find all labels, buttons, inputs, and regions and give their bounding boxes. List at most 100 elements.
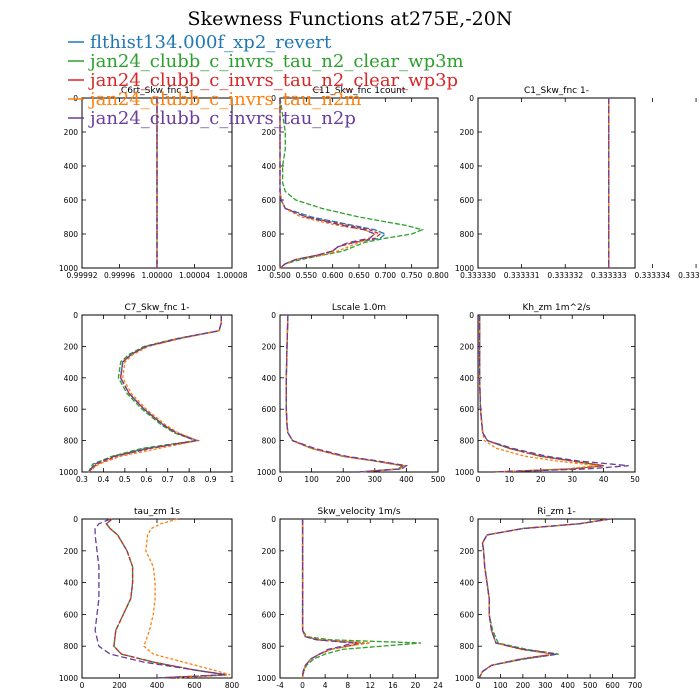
series-line-4 [285,314,407,473]
x-tick-label: 0.500 [269,271,291,280]
y-tick-label: 600 [64,405,79,414]
y-tick-label: 200 [460,342,475,351]
y-tick-label: 800 [64,437,79,446]
y-tick-label: 0 [73,515,78,524]
panel-title: Ri_zm 1- [537,507,576,517]
x-tick-label: 0.750 [401,271,423,280]
y-tick-label: 600 [460,405,475,414]
x-tick-label: 10 [505,475,515,484]
y-tick-label: 1000 [59,674,78,683]
y-tick-label: 200 [64,128,79,137]
y-tick-label: 400 [460,579,475,588]
plot-frame [279,518,439,679]
x-tick-label: 1.00008 [216,271,247,280]
panel-title: Skw_velocity 1m/s [317,507,400,517]
x-tick-label: 0.333333 [591,271,627,280]
panel-title: C1_Skw_fnc 1- [524,86,589,96]
series-line-4 [478,518,611,679]
x-tick-label: 200 [516,681,531,690]
series-line-4 [301,519,371,679]
series-line-3 [105,518,227,679]
x-tick-label: 0 [300,681,305,690]
y-tick-label: 0 [469,515,474,524]
y-tick-label: 400 [64,374,79,383]
x-tick-label: 0.600 [322,271,344,280]
panel-title: tau_zm 1s [134,507,180,517]
y-tick-label: 1000 [59,468,78,477]
plot-frame [279,314,439,473]
x-tick-label: 12 [366,681,376,690]
x-tick-label: 600 [187,681,202,690]
y-tick-label: 200 [262,128,277,137]
y-tick-label: 0 [73,311,78,320]
x-tick-label: 0.650 [348,271,370,280]
y-tick-label: 400 [64,579,79,588]
y-tick-label: 800 [460,437,475,446]
panel-title: Lscale 1.0m [332,303,386,313]
panel-8: Skw_velocity 1m/s 0 200 400 600 800 1000-4 0 4 8 1… [257,507,443,690]
x-tick-label: 0.8 [183,475,195,484]
y-tick-label: 400 [262,374,277,383]
series-line-4 [88,315,222,473]
x-tick-label: 0 [278,475,283,484]
x-tick-label: 20 [536,475,546,484]
y-tick-label: 0 [271,515,276,524]
legend-label: jan24_clubb_c_invrs_tau_n2_clear_wp3m [88,51,464,72]
y-tick-label: 1000 [257,264,276,273]
series-line-1 [87,315,222,473]
panel-title: C6rt_Skw_fnc 1- [121,86,193,96]
x-tick-label: 0.6 [140,475,152,484]
x-tick-label: 16 [388,681,398,690]
x-tick-label: 0 [80,681,85,690]
x-tick-label: 0.99996 [104,271,135,280]
x-tick-label: 0.99992 [66,271,97,280]
legend-item-5: jan24_clubb_c_invrs_tau_n2p [68,108,356,129]
x-tick-label: 8 [345,681,350,690]
x-tick-label: 0.7 [162,475,174,484]
x-tick-label: 0.5 [119,475,131,484]
x-tick-label: 40 [599,475,609,484]
y-tick-label: 600 [262,405,277,414]
x-tick-label: 0.333334 [635,271,671,280]
series-line-5 [87,315,222,473]
legend-label: jan24_clubb_c_invrs_tau_n2m [88,89,361,110]
series-line-4 [143,518,231,679]
panel-2: C11_Skw_fnc 1count 0 200 400 600 800 10000.500… [257,86,449,280]
x-tick-label: 50 [630,475,640,484]
series-line-3 [478,518,611,679]
legend-label: flthist134.000f_xp2_revert [90,32,332,53]
y-tick-label: 800 [460,230,475,239]
plot-frame [477,97,636,269]
y-tick-label: 600 [460,196,475,205]
y-tick-label: 800 [64,230,79,239]
x-tick-label: 700 [628,681,643,690]
panel-title: Kh_zm 1m^2/s [523,303,591,313]
x-tick-label: 500 [431,475,446,484]
y-tick-label: 800 [262,230,277,239]
y-tick-label: 600 [64,196,79,205]
series-line-5 [94,518,227,679]
legend-label: jan24_clubb_c_invrs_tau_n2_clear_wp3p [88,70,458,91]
x-tick-label: 400 [561,681,576,690]
plot-frame [477,518,636,679]
x-tick-label: 1 [230,475,235,484]
y-tick-label: 600 [262,610,277,619]
x-tick-label: 100 [304,475,319,484]
x-tick-label: 600 [605,681,620,690]
x-tick-label: 0.333331 [504,271,540,280]
y-tick-label: 800 [262,642,277,651]
x-tick-label: 24 [433,681,443,690]
legend-item-1: flthist134.000f_xp2_revert [68,32,332,53]
series-line-4 [478,315,598,473]
y-tick-label: 200 [460,128,475,137]
x-tick-label: 0.333335 [678,271,700,280]
y-tick-label: 0 [469,311,474,320]
panel-title: C7_Skw_fnc 1- [125,303,190,313]
legend-item-4: jan24_clubb_c_invrs_tau_n2m [68,89,361,110]
series-line-5 [301,519,354,679]
x-tick-label: 800 [225,681,240,690]
series-line-2 [279,97,425,269]
x-tick-label: 100 [493,681,508,690]
x-tick-label: 400 [150,681,165,690]
